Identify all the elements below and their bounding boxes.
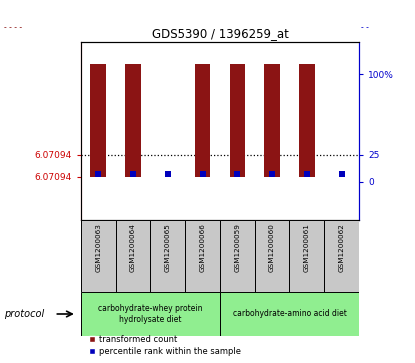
Text: GSM1200059: GSM1200059	[234, 223, 240, 272]
Point	[95, 171, 102, 177]
Text: - - - -: - - - -	[4, 23, 22, 32]
Bar	[116, 220, 150, 292]
Point	[234, 171, 241, 177]
Bar	[195, 64, 210, 177]
Bar	[81, 220, 116, 292]
Text: carbohydrate-whey protein
hydrolysate diet: carbohydrate-whey protein hydrolysate di…	[98, 304, 203, 324]
Bar	[81, 292, 220, 336]
Bar	[324, 220, 359, 292]
Text: GSM1200063: GSM1200063	[95, 223, 101, 272]
Text: GSM1200064: GSM1200064	[130, 223, 136, 272]
Text: protocol: protocol	[4, 309, 44, 319]
Text: - -: - -	[361, 23, 369, 32]
Point	[164, 171, 171, 177]
Legend: transformed count, percentile rank within the sample: transformed count, percentile rank withi…	[85, 332, 244, 359]
Bar	[264, 64, 280, 177]
Point	[199, 171, 206, 177]
Text: GSM1200062: GSM1200062	[339, 223, 344, 272]
Text: GSM1200066: GSM1200066	[200, 223, 205, 272]
Text: GSM1200060: GSM1200060	[269, 223, 275, 272]
Text: GDS5390 / 1396259_at: GDS5390 / 1396259_at	[151, 27, 288, 40]
Point	[338, 171, 345, 177]
Bar	[290, 220, 324, 292]
Bar	[125, 64, 141, 177]
Text: carbohydrate-amino acid diet: carbohydrate-amino acid diet	[232, 310, 347, 318]
Bar	[229, 64, 245, 177]
Bar	[255, 220, 290, 292]
Bar	[299, 64, 315, 177]
Bar	[185, 220, 220, 292]
Bar	[220, 220, 255, 292]
Point	[303, 171, 310, 177]
Point	[130, 171, 137, 177]
Text: GSM1200065: GSM1200065	[165, 223, 171, 272]
Point	[269, 171, 276, 177]
Bar	[220, 292, 359, 336]
Bar	[90, 64, 106, 177]
Text: GSM1200061: GSM1200061	[304, 223, 310, 272]
Bar	[150, 220, 185, 292]
